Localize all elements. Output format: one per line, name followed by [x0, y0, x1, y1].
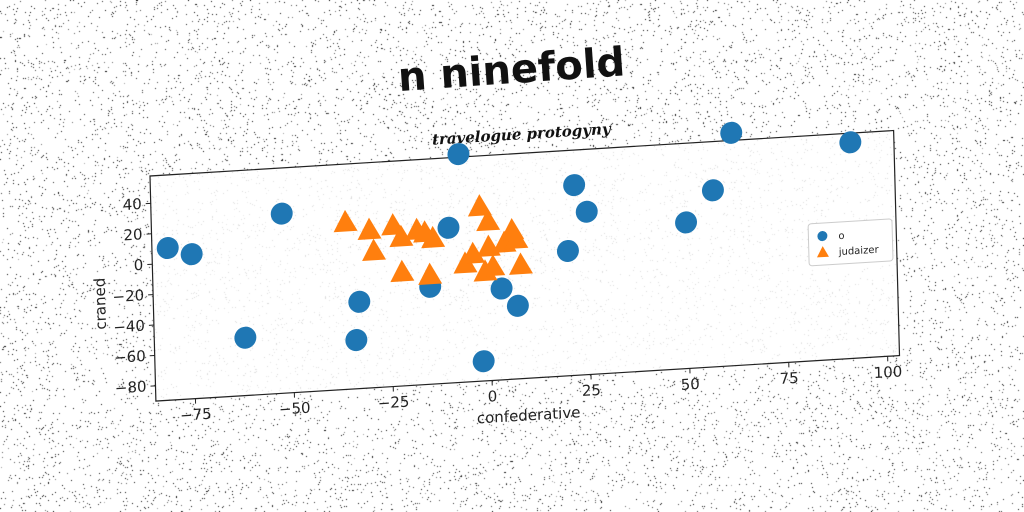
point-judaizer	[476, 208, 501, 232]
y-tick-label: −20	[112, 286, 144, 306]
x-axis-label: confederative	[477, 403, 581, 427]
point-judaizer	[481, 254, 506, 277]
point-judaizer	[467, 194, 492, 217]
x-tick-label: −50	[279, 399, 311, 419]
point-o	[472, 350, 495, 373]
x-tick-label: 0	[488, 387, 498, 406]
point-o	[234, 326, 257, 349]
y-axis-label: craned	[91, 277, 110, 330]
point-o	[556, 239, 579, 262]
data-marks	[156, 121, 862, 373]
point-judaizer	[362, 238, 387, 261]
x-axis: −75 −50 −25 0 25 50 75 100	[180, 356, 903, 425]
point-o	[563, 174, 586, 197]
x-tick-label: 50	[681, 375, 701, 394]
y-tick-label: 20	[123, 225, 143, 244]
point-judaizer	[333, 209, 358, 233]
legend-label-judaizer: judaizer	[838, 245, 880, 259]
point-judaizer	[421, 225, 446, 249]
legend-label-o: o	[838, 231, 844, 242]
point-o	[506, 294, 529, 317]
y-tick-label: −40	[113, 317, 145, 337]
point-judaizer	[509, 252, 533, 275]
x-tick-label: −25	[378, 393, 410, 413]
point-o	[720, 121, 743, 144]
point-judaizer	[390, 259, 415, 283]
point-o	[490, 277, 513, 300]
point-o	[180, 243, 203, 266]
point-o	[701, 179, 724, 202]
point-judaizer	[461, 241, 486, 265]
point-o	[447, 143, 470, 166]
y-axis: −80 −60 −40 −20 0 20 40	[112, 195, 156, 397]
point-o	[437, 216, 460, 239]
point-judaizer	[389, 224, 414, 248]
point-judaizer	[504, 226, 529, 250]
point-o	[156, 237, 179, 260]
point-judaizer	[357, 217, 382, 240]
x-tick-label: 25	[582, 381, 602, 400]
legend-marker-o	[817, 231, 828, 242]
y-tick-label: −80	[115, 377, 147, 397]
x-tick-label: 100	[874, 362, 903, 382]
y-tick-label: 40	[122, 195, 142, 214]
y-tick-label: −60	[114, 347, 146, 367]
x-tick-label: 75	[779, 369, 799, 388]
legend: o judaizer	[807, 218, 894, 267]
legend-marker-judaizer	[816, 246, 829, 258]
point-o	[348, 290, 371, 313]
point-o	[675, 211, 698, 234]
point-o	[575, 200, 598, 223]
x-tick-label: −75	[180, 405, 212, 425]
point-o	[270, 202, 293, 225]
legend-box	[807, 218, 894, 267]
y-tick-label: 0	[134, 256, 144, 275]
point-judaizer	[418, 262, 443, 285]
point-o	[839, 131, 862, 154]
point-o	[345, 329, 368, 352]
chart-subtitle: travelogue protogyny	[432, 120, 612, 149]
